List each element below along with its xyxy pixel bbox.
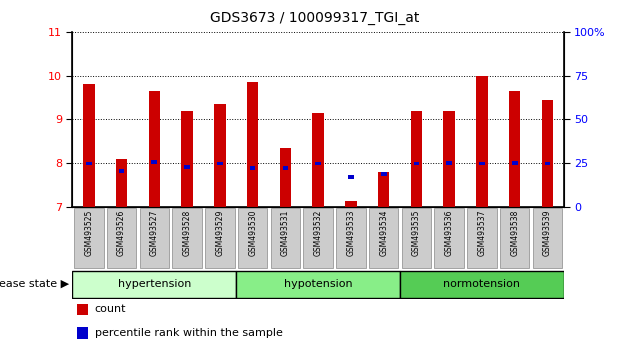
Bar — [315, 161, 321, 165]
Bar — [381, 172, 387, 176]
Bar — [413, 161, 420, 165]
Text: GSM493539: GSM493539 — [543, 210, 552, 256]
Bar — [345, 200, 357, 207]
Text: GSM493526: GSM493526 — [117, 210, 126, 256]
FancyBboxPatch shape — [72, 270, 236, 298]
FancyBboxPatch shape — [140, 208, 169, 268]
Bar — [77, 327, 88, 339]
Bar — [411, 111, 422, 207]
FancyBboxPatch shape — [402, 208, 431, 268]
Bar — [151, 160, 158, 164]
Text: GSM493534: GSM493534 — [379, 210, 388, 256]
Bar — [77, 303, 88, 315]
Bar — [348, 175, 354, 179]
Bar — [476, 76, 488, 207]
Bar — [116, 159, 127, 207]
Bar — [542, 100, 553, 207]
Text: GSM493528: GSM493528 — [183, 210, 192, 256]
FancyBboxPatch shape — [238, 208, 267, 268]
Bar — [86, 161, 92, 165]
Bar — [378, 172, 389, 207]
Text: GSM493530: GSM493530 — [248, 210, 257, 256]
FancyBboxPatch shape — [500, 208, 529, 268]
Text: GDS3673 / 100099317_TGI_at: GDS3673 / 100099317_TGI_at — [210, 11, 420, 25]
FancyBboxPatch shape — [205, 208, 234, 268]
Bar — [312, 113, 324, 207]
Text: disease state ▶: disease state ▶ — [0, 279, 69, 289]
Bar — [149, 91, 160, 207]
Text: GSM493525: GSM493525 — [84, 210, 93, 256]
Bar — [479, 161, 485, 165]
Bar — [544, 161, 551, 165]
Bar — [512, 161, 518, 165]
Bar — [446, 161, 452, 165]
Text: GSM493531: GSM493531 — [281, 210, 290, 256]
FancyBboxPatch shape — [107, 208, 136, 268]
Text: hypotension: hypotension — [284, 279, 352, 289]
Text: GSM493532: GSM493532 — [314, 210, 323, 256]
Text: count: count — [94, 304, 126, 314]
FancyBboxPatch shape — [467, 208, 496, 268]
Bar — [444, 111, 455, 207]
Text: GSM493537: GSM493537 — [478, 210, 486, 256]
Text: percentile rank within the sample: percentile rank within the sample — [94, 328, 282, 338]
FancyBboxPatch shape — [173, 208, 202, 268]
Bar — [181, 111, 193, 207]
Text: normotension: normotension — [444, 279, 520, 289]
Text: GSM493535: GSM493535 — [412, 210, 421, 256]
FancyBboxPatch shape — [304, 208, 333, 268]
FancyBboxPatch shape — [74, 208, 103, 268]
Text: GSM493527: GSM493527 — [150, 210, 159, 256]
Bar — [247, 82, 258, 207]
FancyBboxPatch shape — [369, 208, 398, 268]
FancyBboxPatch shape — [533, 208, 562, 268]
Text: GSM493538: GSM493538 — [510, 210, 519, 256]
Text: GSM493533: GSM493533 — [346, 210, 355, 256]
Bar — [214, 104, 226, 207]
Bar — [118, 169, 125, 173]
Text: GSM493529: GSM493529 — [215, 210, 224, 256]
Bar — [280, 148, 291, 207]
FancyBboxPatch shape — [400, 270, 564, 298]
FancyBboxPatch shape — [435, 208, 464, 268]
Bar — [282, 166, 289, 170]
Bar — [83, 84, 94, 207]
FancyBboxPatch shape — [236, 270, 400, 298]
Text: GSM493536: GSM493536 — [445, 210, 454, 256]
Text: hypertension: hypertension — [118, 279, 191, 289]
Bar — [184, 165, 190, 169]
Bar — [217, 161, 223, 165]
FancyBboxPatch shape — [271, 208, 300, 268]
Bar — [249, 166, 256, 170]
Bar — [509, 91, 520, 207]
FancyBboxPatch shape — [336, 208, 365, 268]
